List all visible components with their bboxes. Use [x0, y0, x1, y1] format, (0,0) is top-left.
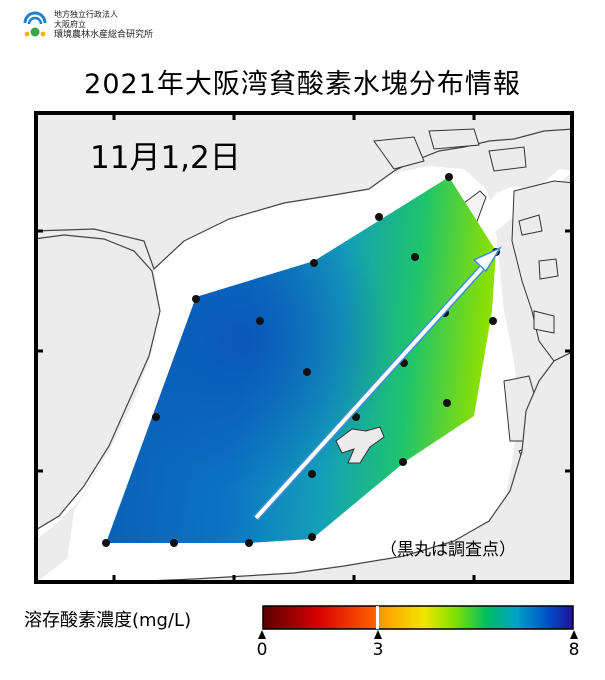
- station: [308, 470, 316, 478]
- station-note: （黒丸は調査点）: [380, 540, 516, 560]
- station: [152, 413, 160, 421]
- frame-ticks: [36, 113, 572, 582]
- station: [489, 317, 497, 325]
- org-line-2: 大阪府立: [54, 20, 86, 29]
- legend-tick-max: 8: [568, 640, 580, 660]
- page-title: 2021年大阪湾貧酸素水塊分布情報: [84, 69, 521, 100]
- station: [411, 253, 419, 261]
- airport-island: [335, 426, 385, 464]
- do-concentration-field: [106, 177, 496, 543]
- station: [256, 317, 264, 325]
- legend-tick-threshold: 3: [372, 640, 384, 660]
- station: [245, 539, 253, 547]
- station: [308, 533, 316, 541]
- station: [170, 539, 178, 547]
- station: [303, 368, 311, 376]
- date-label: 11月1,2日: [90, 140, 241, 176]
- station: [399, 458, 407, 466]
- white-arrow-icon: [253, 246, 502, 521]
- org-line-3: 環境農林水産総合研究所: [54, 30, 154, 40]
- color-bar: [262, 605, 574, 630]
- legend-label: 溶存酸素濃度(mg/L): [24, 610, 192, 631]
- threshold-marker: [376, 606, 379, 629]
- port-structures: [373, 128, 574, 482]
- awaji-island: [34, 234, 161, 532]
- org-line-1: 地方独立行政法人: [54, 10, 118, 19]
- org-logo: 地方独立行政法人 大阪府立 環境農林水産総合研究所: [22, 8, 182, 44]
- station: [310, 259, 318, 267]
- station: [445, 173, 453, 181]
- station: [102, 539, 110, 547]
- legend-tick-min: 0: [256, 640, 268, 660]
- map-frame: [34, 111, 574, 584]
- station: [352, 413, 360, 421]
- osaka-bay-map: 11月1,2日 （黒丸は調査点）: [34, 111, 574, 584]
- station: [443, 399, 451, 407]
- station: [192, 295, 200, 303]
- legend-ticks: [258, 630, 578, 639]
- org-logo-icon: [23, 11, 47, 37]
- station: [375, 213, 383, 221]
